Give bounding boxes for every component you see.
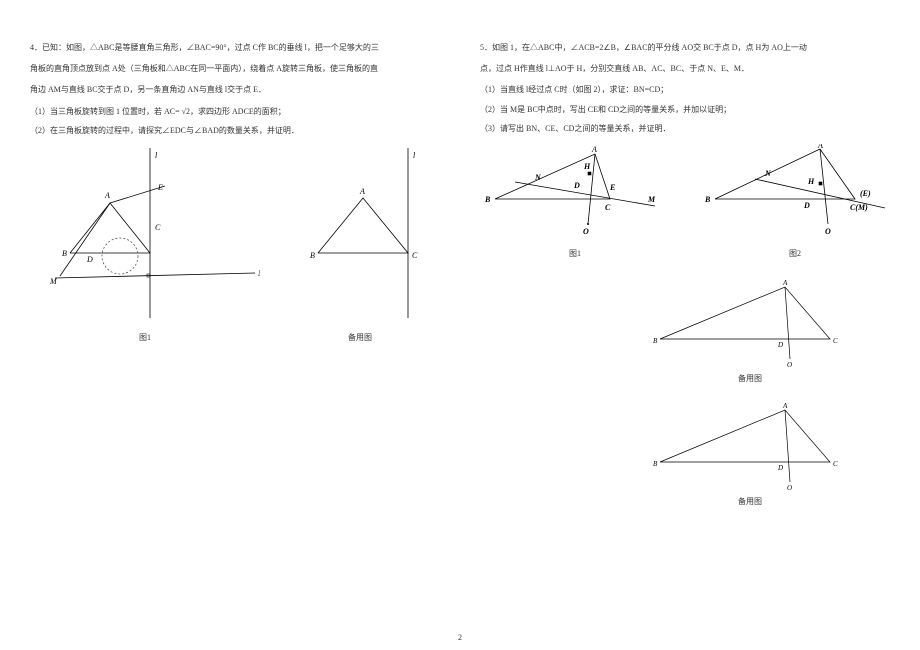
p4-fig2-caption: 备用图 bbox=[348, 332, 372, 343]
p4f2-C: C bbox=[412, 251, 418, 260]
p4-fig1-caption: 图1 bbox=[139, 332, 151, 343]
p5f1-C: C bbox=[605, 203, 611, 212]
p5f2-E: (E) bbox=[860, 189, 871, 198]
p5-spare2-caption: 备用图 bbox=[738, 496, 762, 507]
p4-fig1-block: l A B C D E M N 图1 bbox=[30, 148, 260, 343]
p5f1-E: E bbox=[609, 183, 615, 192]
p4f1-E: E bbox=[157, 183, 163, 192]
p4-q1-prefix: （1）当三角板旋转到图 1 位置时，若 AC= bbox=[30, 107, 182, 116]
p4-q1-sqrt: √2 bbox=[182, 107, 190, 116]
p5s1-D: D bbox=[777, 341, 783, 349]
p5f1-H: H bbox=[583, 162, 591, 171]
p5f2-O: O bbox=[825, 227, 831, 236]
p5f1-N: N bbox=[534, 173, 542, 182]
p4-figures: l A B C D E M N 图1 bbox=[30, 148, 440, 343]
p5f2-A: A bbox=[817, 144, 823, 150]
p5-fig2-caption: 图2 bbox=[789, 248, 801, 259]
p5-spare1-caption: 备用图 bbox=[738, 373, 762, 384]
p4f1-B: B bbox=[62, 249, 67, 258]
p5-fig1-caption: 图1 bbox=[569, 248, 581, 259]
p5f1-O: O bbox=[583, 227, 589, 236]
p5s2-A: A bbox=[782, 402, 788, 410]
p4-line2: 角板的直角顶点放到点 A处（三角板和△ABC在同一平面内），绕着点 A旋转三角板… bbox=[30, 61, 440, 76]
p4-q1-suffix: ，求四边形 ADCE的面积； bbox=[190, 107, 286, 116]
p4f1-M: M bbox=[49, 277, 58, 286]
p5-spare2-block: A B C D O 备用图 bbox=[650, 402, 850, 507]
p5s2-C: C bbox=[833, 460, 838, 468]
p5s1-C: C bbox=[833, 337, 838, 345]
left-column: 4．已知：如图，△ABC是等腰直角三角形，∠BAC=90°，过点 C作 BC的垂… bbox=[0, 0, 460, 650]
p5f2-N: N bbox=[764, 169, 772, 178]
p5-line1: 5．如图 1，在△ABC中，∠ACB=2∠B，∠BAC的平分线 AO交 BC于点… bbox=[480, 40, 890, 55]
p5s1-A: A bbox=[782, 279, 788, 287]
p5-q1: （1）当直线 l经过点 C时（如图 2），求证：BN=CD； bbox=[480, 82, 890, 97]
p5s2-D: D bbox=[777, 464, 783, 472]
p5f2-CM: C(M) bbox=[850, 203, 868, 212]
p4-fig1-svg: l A B C D E M N bbox=[30, 148, 260, 328]
p4-q1: （1）当三角板旋转到图 1 位置时，若 AC= √2，求四边形 ADCE的面积； bbox=[30, 104, 440, 119]
p5f2-H: H bbox=[807, 177, 815, 186]
p4f1-C: C bbox=[155, 223, 161, 232]
p5f1-A: A bbox=[591, 145, 597, 154]
p5-fig2-block: A B C(M) D (E) H N O 图2 bbox=[700, 144, 890, 259]
p4f2-B: B bbox=[310, 251, 315, 260]
p5s1-B: B bbox=[653, 337, 658, 345]
p5s2-O: O bbox=[787, 484, 792, 492]
p5f1-B: B bbox=[484, 195, 491, 204]
p5-q3: （3）请写出 BN、CE、CD之间的等量关系，并证明． bbox=[480, 121, 890, 136]
p5-fig2-svg: A B C(M) D (E) H N O bbox=[700, 144, 890, 244]
p5s1-O: O bbox=[787, 361, 792, 369]
p5f1-D: D bbox=[573, 181, 580, 190]
p5-spare2-svg: A B C D O bbox=[650, 402, 850, 492]
p4f1-l: l bbox=[155, 151, 158, 160]
p5-l1: ．如图 1，在△ABC中，∠ACB=2∠B，∠BAC的平分线 AO交 BC于点 … bbox=[484, 43, 807, 52]
p4-fig2-svg: l A B C bbox=[280, 148, 440, 328]
p4-l1: ．已知：如图，△ABC是等腰直角三角形，∠BAC=90°，过点 C作 BC的垂线… bbox=[34, 43, 379, 52]
p5-figures-row: A B C D E H M N O 图1 bbox=[480, 144, 890, 259]
p4f2-A: A bbox=[359, 187, 365, 196]
p5-spare1-svg: A B C D O bbox=[650, 279, 850, 369]
right-column: 5．如图 1，在△ABC中，∠ACB=2∠B，∠BAC的平分线 AO交 BC于点… bbox=[460, 0, 920, 650]
p4-q2: （2）在三角板旋转的过程中，请探究∠EDC与∠BAD的数量关系，并证明． bbox=[30, 123, 440, 138]
p5-q2: （2）当 M是 BC中点时，写出 CE和 CD之间的等量关系，并加以证明； bbox=[480, 102, 890, 117]
p5f2-D: D bbox=[803, 201, 810, 210]
p5-spare1-block: A B C D O 备用图 bbox=[650, 279, 850, 384]
page-number: 2 bbox=[458, 633, 462, 642]
p4f1-D: D bbox=[86, 255, 93, 264]
p4-fig2-block: l A B C 备用图 bbox=[280, 148, 440, 343]
p5-fig1-svg: A B C D E H M N O bbox=[480, 144, 670, 244]
p5f2-B: B bbox=[704, 195, 711, 204]
p5f1-M: M bbox=[647, 195, 656, 204]
p4f2-l: l bbox=[413, 151, 416, 160]
p4f1-N: N bbox=[257, 269, 260, 278]
p4-line1: 4．已知：如图，△ABC是等腰直角三角形，∠BAC=90°，过点 C作 BC的垂… bbox=[30, 40, 440, 55]
p4-line3: 角边 AM与直线 BC交于点 D，另一条直角边 AN与直线 l交于点 E． bbox=[30, 82, 440, 97]
p4f1-A: A bbox=[104, 191, 110, 200]
p5s2-B: B bbox=[653, 460, 658, 468]
p5-line2: 点，过点 H作直线 l⊥AO于 H，分别交直线 AB、AC、BC、于点 N、E、… bbox=[480, 61, 890, 76]
p5-fig1-block: A B C D E H M N O 图1 bbox=[480, 144, 670, 259]
